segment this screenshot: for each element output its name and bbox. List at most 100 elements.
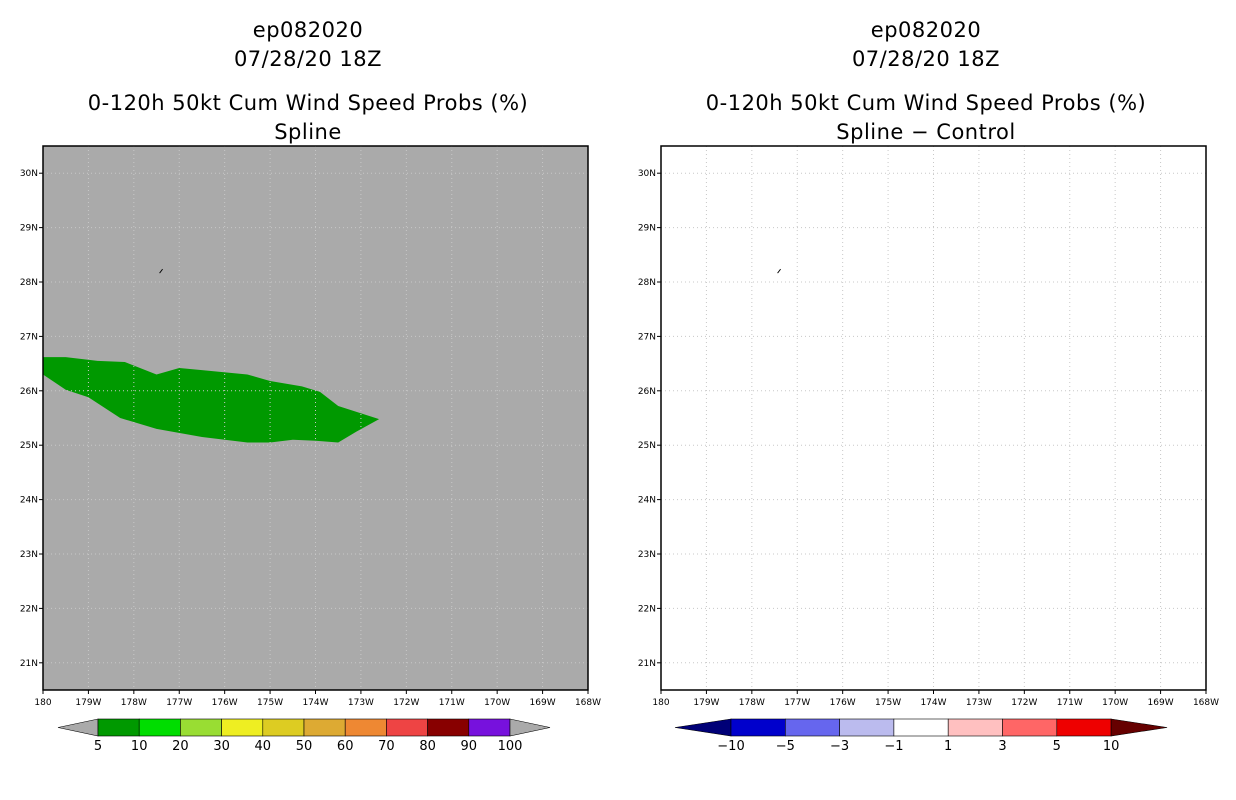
right-colorbar-label: 1 [944,739,952,754]
right-y-tick-label: 27N [638,332,656,342]
left-datetime: 07/28/20 18Z [233,47,383,71]
right-title: 0-120h 50kt Cum Wind Speed Probs (%) [705,91,1147,115]
left-colorbar-segment [138,718,181,737]
right-colorbar-label: 5 [1053,739,1061,754]
right-colorbar-left-arrow [674,718,732,737]
left-colorbar-left-arrow [57,718,99,737]
right-colorbar-segment [1002,718,1058,737]
right-x-tick-label: 176W [830,698,856,708]
right-x-tick-label: 170W [1102,698,1128,708]
right-x-tick-label: 173W [966,698,992,708]
left-colorbar-segment [180,718,222,737]
left-x-tick-label: 174W [302,698,328,708]
left-x-tick-label: 169W [530,698,556,708]
left-colorbar-segment [262,718,305,737]
left-subtitle: Spline [274,120,342,144]
right-datetime: 07/28/20 18Z [851,47,1001,71]
right-storm-id: ep082020 [870,18,982,42]
right-x-tick-label: 171W [1057,698,1083,708]
left-x-tick-label: 179W [75,698,101,708]
right-y-tick-label: 29N [638,224,656,234]
left-y-tick-label: 28N [20,278,38,288]
left-colorbar-label: 20 [172,739,189,754]
left-colorbar-label: 5 [94,739,102,754]
left-x-tick-label: 175W [257,698,283,708]
left-colorbar-right-arrow [509,718,551,737]
right-colorbar-segment [1056,718,1112,737]
left-y-tick-label: 27N [20,332,38,342]
left-colorbar-label: 40 [255,739,272,754]
right-colorbar-segment [784,718,840,737]
left-x-tick-label: 172W [393,698,419,708]
right-x-tick-label: 175W [875,698,901,708]
right-x-tick-label: 174W [920,698,946,708]
right-colorbar-segment [893,718,949,737]
right-y-tick-label: 22N [638,604,656,614]
right-colorbar-label: 10 [1103,739,1120,754]
right-y-tick-label: 26N [638,387,656,397]
right-subtitle: Spline − Control [836,120,1016,144]
left-colorbar-segment [427,718,470,737]
left-colorbar-label: 80 [419,739,436,754]
right-colorbar-label: −3 [830,739,849,754]
right-colorbar-segment [947,718,1003,737]
right-island-marker [777,268,781,274]
left-colorbar-label: 50 [296,739,313,754]
left-colorbar-label: 90 [461,739,478,754]
left-y-tick-label: 21N [20,659,38,669]
left-y-tick-label: 30N [20,169,38,179]
right-x-tick-label: 177W [784,698,810,708]
left-colorbar-label: 70 [378,739,395,754]
left-x-tick-label: 180 [34,698,51,708]
left-y-tick-label: 25N [20,441,38,451]
right-colorbar-right-arrow [1110,718,1168,737]
right-y-tick-label: 30N [638,169,656,179]
left-colorbar-segment [386,718,428,737]
left-colorbar-label: 10 [131,739,148,754]
left-colorbar-segment [468,718,511,737]
left-colorbar-label: 30 [213,739,230,754]
right-colorbar-segment [839,718,895,737]
left-x-tick-label: 168W [575,698,601,708]
left-y-tick-label: 29N [20,224,38,234]
left-colorbar-label: 60 [337,739,354,754]
left-x-tick-label: 170W [484,698,510,708]
left-probability-region [43,357,380,443]
right-colorbar-label: 3 [998,739,1006,754]
right-y-tick-label: 25N [638,441,656,451]
right-x-tick-label: 169W [1148,698,1174,708]
left-colorbar-segment [303,718,346,737]
left-x-tick-label: 178W [121,698,147,708]
left-x-tick-label: 173W [348,698,374,708]
left-colorbar-segment [97,718,140,737]
left-colorbar-segment [344,718,387,737]
left-map-panel: 180 179W 178W 177W 176W 175W 174W 173W 172W 171W 1… [20,145,601,754]
right-map-panel: 180 179W 178W 177W 176W 175W 174W 173W 172W 171W 1… [638,145,1219,754]
left-y-tick-label: 23N [20,550,38,560]
left-storm-id: ep082020 [252,18,364,42]
right-colorbar-segment [730,718,786,737]
left-y-tick-label: 24N [20,496,38,506]
right-x-tick-label: 180 [652,698,669,708]
right-x-tick-label: 168W [1193,698,1219,708]
left-y-tick-label: 22N [20,604,38,614]
left-x-tick-label: 176W [212,698,238,708]
right-y-tick-label: 24N [638,496,656,506]
left-x-tick-label: 177W [166,698,192,708]
left-title: 0-120h 50kt Cum Wind Speed Probs (%) [87,91,529,115]
left-island-marker [159,268,163,274]
right-y-tick-label: 28N [638,278,656,288]
right-x-tick-label: 172W [1011,698,1037,708]
right-colorbar-label: −5 [776,739,795,754]
left-colorbar-label: 100 [498,739,523,754]
right-colorbar-label: −1 [884,739,903,754]
left-y-tick-label: 26N [20,387,38,397]
right-y-tick-label: 23N [638,550,656,560]
right-x-tick-label: 179W [693,698,719,708]
left-colorbar-segment [221,718,264,737]
right-y-tick-label: 21N [638,659,656,669]
right-colorbar-label: −10 [717,739,744,754]
right-x-tick-label: 178W [739,698,765,708]
left-x-tick-label: 171W [439,698,465,708]
